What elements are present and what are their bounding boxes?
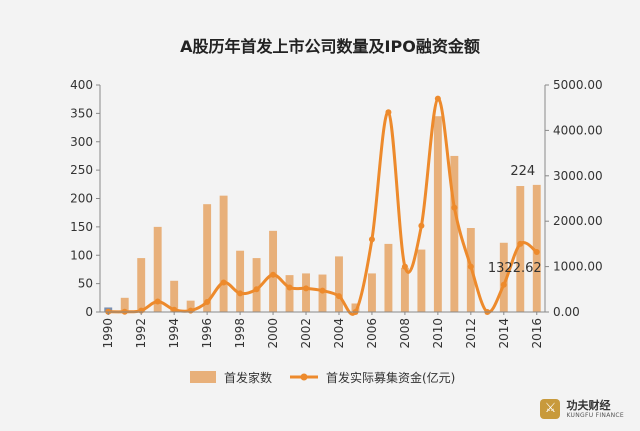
line-point <box>270 271 277 278</box>
bar <box>186 300 195 312</box>
bar <box>433 116 442 313</box>
line-point <box>154 298 161 305</box>
bar <box>367 273 376 312</box>
x-axis-tick-label: 2004 <box>332 318 346 349</box>
line-point <box>204 299 211 306</box>
left-axis-tick-label: 100 <box>70 248 93 262</box>
bar <box>532 184 541 312</box>
legend-label: 首发实际募集资金(亿元) <box>326 370 455 385</box>
bar <box>153 226 162 312</box>
line-point <box>187 307 194 314</box>
legend-label: 首发家数 <box>224 370 272 385</box>
x-axis-tick-label: 2014 <box>497 318 511 349</box>
x-axis-tick-label: 1994 <box>167 318 181 349</box>
left-axis-tick-label: 0 <box>85 305 93 319</box>
line-point <box>220 279 227 286</box>
line-point <box>335 293 342 300</box>
left-axis-tick-label: 50 <box>78 277 93 291</box>
line-point <box>401 263 408 270</box>
bar <box>236 250 245 312</box>
data-label: 1322.62 <box>488 261 542 276</box>
right-axis-tick-label: 0.00 <box>553 305 580 319</box>
line-point <box>517 240 524 247</box>
x-axis-tick-label: 1992 <box>134 318 148 349</box>
left-axis-tick-label: 300 <box>70 135 93 149</box>
bar <box>252 258 261 312</box>
x-axis-tick-label: 2010 <box>431 318 445 349</box>
right-axis-tick-label: 1000.00 <box>553 260 603 274</box>
line-point <box>237 290 244 297</box>
line-point <box>434 95 441 102</box>
bar <box>302 273 310 312</box>
right-axis-tick-label: 5000.00 <box>553 78 603 92</box>
line-point <box>385 109 392 116</box>
bar <box>170 280 179 312</box>
left-axis-tick-label: 350 <box>70 106 93 120</box>
line-point <box>286 284 293 291</box>
bar <box>499 242 508 312</box>
left-axis-tick-label: 400 <box>70 78 93 92</box>
x-axis-tick-label: 2002 <box>299 318 313 349</box>
line-point <box>171 306 178 313</box>
bar <box>219 195 228 312</box>
right-axis-tick-label: 4000.00 <box>553 123 603 137</box>
bar <box>450 155 459 312</box>
bar <box>400 267 409 312</box>
bar <box>203 204 212 312</box>
kungfu-figure-icon: ⚔ <box>540 399 561 419</box>
x-axis-tick-label: 1990 <box>101 318 115 349</box>
line-point <box>319 287 326 294</box>
line-point <box>533 248 540 255</box>
x-axis-tick-label: 2008 <box>398 318 412 349</box>
line-point <box>368 236 375 243</box>
bar <box>351 303 360 312</box>
right-axis-tick-label: 2000.00 <box>553 214 603 228</box>
legend-bar-swatch <box>190 371 216 383</box>
x-axis-tick-label: 2000 <box>266 318 280 349</box>
line-point <box>467 263 474 270</box>
x-axis-tick-label: 1998 <box>233 318 247 349</box>
x-axis-tick-label: 2012 <box>464 318 478 349</box>
line-point <box>418 222 425 229</box>
legend-line-marker <box>300 373 308 381</box>
line-point <box>451 204 458 211</box>
bar <box>285 275 294 312</box>
left-axis-tick-label: 200 <box>70 192 93 206</box>
bar <box>269 230 278 312</box>
x-axis-tick-label: 1996 <box>200 318 214 349</box>
left-axis-tick-label: 250 <box>70 163 93 177</box>
data-label: 224 <box>510 164 535 179</box>
bar <box>516 186 525 312</box>
bar <box>335 256 343 312</box>
watermark: ⚔ 功夫财经 KUNGFU FINANCE <box>540 399 624 419</box>
watermark-sub: KUNGFU FINANCE <box>566 411 624 419</box>
bar <box>137 258 146 312</box>
x-axis-tick-label: 2006 <box>365 318 379 349</box>
bar <box>384 243 393 312</box>
line-point <box>303 285 310 292</box>
line-point <box>253 286 260 293</box>
bar <box>417 249 426 312</box>
chart-title: A股历年首发上市公司数量及IPO融资金额 <box>180 37 480 56</box>
left-axis-tick-label: 150 <box>70 220 93 234</box>
x-axis-tick-label: 2016 <box>530 318 544 349</box>
watermark-name: 功夫财经 <box>566 398 611 412</box>
bar <box>120 297 129 312</box>
line-point <box>500 281 507 288</box>
right-axis-tick-label: 3000.00 <box>553 169 603 183</box>
